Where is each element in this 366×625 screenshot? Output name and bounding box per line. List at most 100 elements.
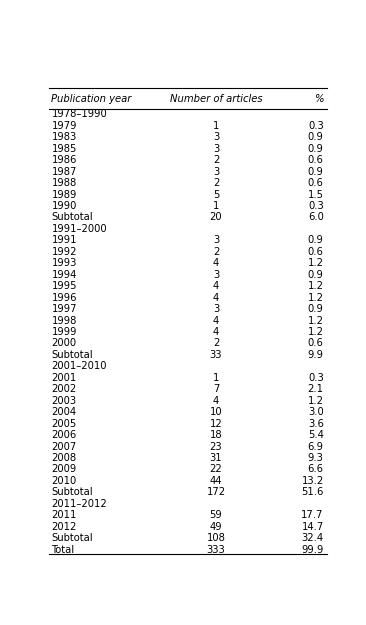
Text: 5.4: 5.4 <box>308 430 324 440</box>
Text: 3: 3 <box>213 270 219 280</box>
Text: 18: 18 <box>210 430 222 440</box>
Text: Publication year: Publication year <box>51 94 132 104</box>
Text: 7: 7 <box>213 384 219 394</box>
Text: 3.0: 3.0 <box>308 408 324 418</box>
Text: 1993: 1993 <box>51 258 77 268</box>
Text: 31: 31 <box>210 453 222 463</box>
Text: 1.2: 1.2 <box>308 396 324 406</box>
Text: 0.6: 0.6 <box>308 178 324 188</box>
Text: 4: 4 <box>213 258 219 268</box>
Text: 2: 2 <box>213 178 219 188</box>
Text: 2006: 2006 <box>51 430 76 440</box>
Text: 1991: 1991 <box>51 236 77 246</box>
Text: 1991–2000: 1991–2000 <box>51 224 107 234</box>
Text: 2: 2 <box>213 155 219 165</box>
Text: 99.9: 99.9 <box>301 544 324 554</box>
Text: 1995: 1995 <box>51 281 77 291</box>
Text: 49: 49 <box>210 522 222 532</box>
Text: 1983: 1983 <box>51 132 76 142</box>
Text: 2010: 2010 <box>51 476 76 486</box>
Text: 1.2: 1.2 <box>308 292 324 302</box>
Text: 0.6: 0.6 <box>308 339 324 349</box>
Text: 0.6: 0.6 <box>308 155 324 165</box>
Text: 0.9: 0.9 <box>308 270 324 280</box>
Text: 33: 33 <box>210 350 222 360</box>
Text: 2008: 2008 <box>51 453 76 463</box>
Text: 3: 3 <box>213 132 219 142</box>
Text: 3: 3 <box>213 144 219 154</box>
Text: 108: 108 <box>206 533 225 543</box>
Text: 1997: 1997 <box>51 304 77 314</box>
Text: 1.2: 1.2 <box>308 258 324 268</box>
Text: 0.9: 0.9 <box>308 304 324 314</box>
Text: 20: 20 <box>210 213 222 222</box>
Text: 0.6: 0.6 <box>308 247 324 257</box>
Text: 0.9: 0.9 <box>308 132 324 142</box>
Text: 5: 5 <box>213 189 219 199</box>
Text: 2003: 2003 <box>51 396 76 406</box>
Text: 0.3: 0.3 <box>308 373 324 383</box>
Text: 6.9: 6.9 <box>308 442 324 452</box>
Text: Number of articles: Number of articles <box>169 94 262 104</box>
Text: 1990: 1990 <box>51 201 77 211</box>
Text: 3: 3 <box>213 167 219 177</box>
Text: 0.3: 0.3 <box>308 121 324 131</box>
Text: 32.4: 32.4 <box>302 533 324 543</box>
Text: 1.2: 1.2 <box>308 316 324 326</box>
Text: %: % <box>314 94 324 104</box>
Text: Subtotal: Subtotal <box>51 533 93 543</box>
Text: 1992: 1992 <box>51 247 77 257</box>
Text: 0.3: 0.3 <box>308 201 324 211</box>
Text: 2001: 2001 <box>51 373 76 383</box>
Text: Subtotal: Subtotal <box>51 213 93 222</box>
Text: 1987: 1987 <box>51 167 77 177</box>
Text: 4: 4 <box>213 327 219 337</box>
Text: 2007: 2007 <box>51 442 76 452</box>
Text: 4: 4 <box>213 292 219 302</box>
Text: 172: 172 <box>206 488 225 498</box>
Text: 2002: 2002 <box>51 384 76 394</box>
Text: 1989: 1989 <box>51 189 77 199</box>
Text: 1979: 1979 <box>51 121 77 131</box>
Text: 2001–2010: 2001–2010 <box>51 361 107 371</box>
Text: 2011: 2011 <box>51 510 77 520</box>
Text: 1988: 1988 <box>51 178 76 188</box>
Text: 59: 59 <box>210 510 222 520</box>
Text: 1.2: 1.2 <box>308 281 324 291</box>
Text: 1996: 1996 <box>51 292 77 302</box>
Text: 0.9: 0.9 <box>308 236 324 246</box>
Text: 3: 3 <box>213 236 219 246</box>
Text: 2011–2012: 2011–2012 <box>51 499 107 509</box>
Text: 0.9: 0.9 <box>308 144 324 154</box>
Text: 13.2: 13.2 <box>302 476 324 486</box>
Text: Subtotal: Subtotal <box>51 350 93 360</box>
Text: 6.0: 6.0 <box>308 213 324 222</box>
Text: 1985: 1985 <box>51 144 77 154</box>
Text: 4: 4 <box>213 281 219 291</box>
Text: 3.6: 3.6 <box>308 419 324 429</box>
Text: 22: 22 <box>210 464 222 474</box>
Text: 23: 23 <box>210 442 222 452</box>
Text: 4: 4 <box>213 396 219 406</box>
Text: 2012: 2012 <box>51 522 77 532</box>
Text: 2.1: 2.1 <box>308 384 324 394</box>
Text: 4: 4 <box>213 316 219 326</box>
Text: 44: 44 <box>210 476 222 486</box>
Text: 2: 2 <box>213 339 219 349</box>
Text: 17.7: 17.7 <box>301 510 324 520</box>
Text: Total: Total <box>51 544 75 554</box>
Text: 14.7: 14.7 <box>302 522 324 532</box>
Text: 0.9: 0.9 <box>308 167 324 177</box>
Text: 2005: 2005 <box>51 419 76 429</box>
Text: 1994: 1994 <box>51 270 77 280</box>
Text: Subtotal: Subtotal <box>51 488 93 498</box>
Text: 1998: 1998 <box>51 316 77 326</box>
Text: 1: 1 <box>213 201 219 211</box>
Text: 1.5: 1.5 <box>308 189 324 199</box>
Text: 12: 12 <box>210 419 222 429</box>
Text: 2009: 2009 <box>51 464 76 474</box>
Text: 9.9: 9.9 <box>308 350 324 360</box>
Text: 1: 1 <box>213 373 219 383</box>
Text: 10: 10 <box>210 408 222 418</box>
Text: 1999: 1999 <box>51 327 77 337</box>
